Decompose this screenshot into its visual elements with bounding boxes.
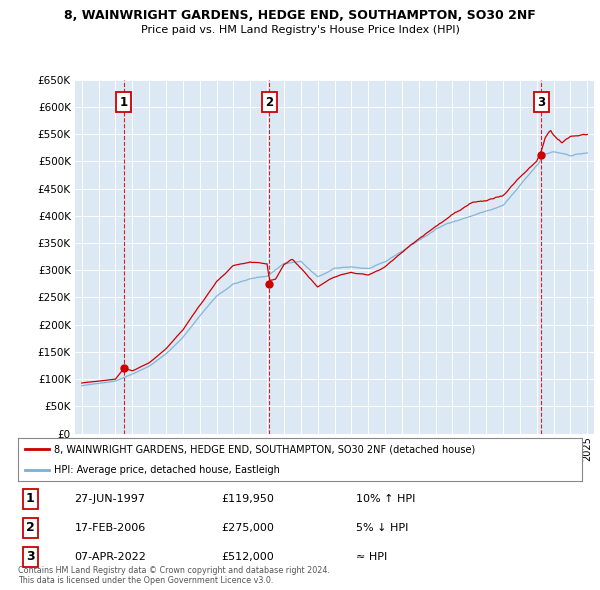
Text: Price paid vs. HM Land Registry's House Price Index (HPI): Price paid vs. HM Land Registry's House … xyxy=(140,25,460,35)
Text: ≈ HPI: ≈ HPI xyxy=(356,552,388,562)
Text: £119,950: £119,950 xyxy=(221,494,274,504)
Text: £512,000: £512,000 xyxy=(221,552,274,562)
Text: 8, WAINWRIGHT GARDENS, HEDGE END, SOUTHAMPTON, SO30 2NF: 8, WAINWRIGHT GARDENS, HEDGE END, SOUTHA… xyxy=(64,9,536,22)
Text: 2: 2 xyxy=(265,96,274,109)
Text: 3: 3 xyxy=(26,550,35,563)
Text: HPI: Average price, detached house, Eastleigh: HPI: Average price, detached house, East… xyxy=(53,465,280,475)
Text: 1: 1 xyxy=(119,96,128,109)
Text: 17-FEB-2006: 17-FEB-2006 xyxy=(74,523,146,533)
Text: 5% ↓ HPI: 5% ↓ HPI xyxy=(356,523,409,533)
Text: 10% ↑ HPI: 10% ↑ HPI xyxy=(356,494,416,504)
Text: 2: 2 xyxy=(26,522,35,535)
Text: 8, WAINWRIGHT GARDENS, HEDGE END, SOUTHAMPTON, SO30 2NF (detached house): 8, WAINWRIGHT GARDENS, HEDGE END, SOUTHA… xyxy=(53,444,475,454)
Text: 1: 1 xyxy=(26,493,35,506)
Text: £275,000: £275,000 xyxy=(221,523,274,533)
Text: Contains HM Land Registry data © Crown copyright and database right 2024.
This d: Contains HM Land Registry data © Crown c… xyxy=(18,566,330,585)
Text: 27-JUN-1997: 27-JUN-1997 xyxy=(74,494,145,504)
Text: 3: 3 xyxy=(537,96,545,109)
Text: 07-APR-2022: 07-APR-2022 xyxy=(74,552,146,562)
